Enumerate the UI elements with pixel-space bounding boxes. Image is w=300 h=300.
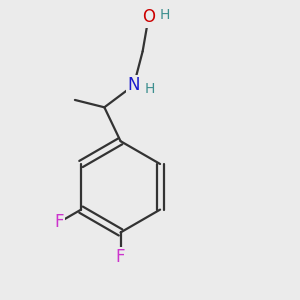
- Text: N: N: [128, 76, 140, 94]
- Text: H: H: [160, 8, 170, 22]
- Text: H: H: [145, 82, 155, 96]
- Text: O: O: [142, 8, 155, 26]
- Text: F: F: [116, 248, 125, 266]
- Text: F: F: [55, 213, 64, 231]
